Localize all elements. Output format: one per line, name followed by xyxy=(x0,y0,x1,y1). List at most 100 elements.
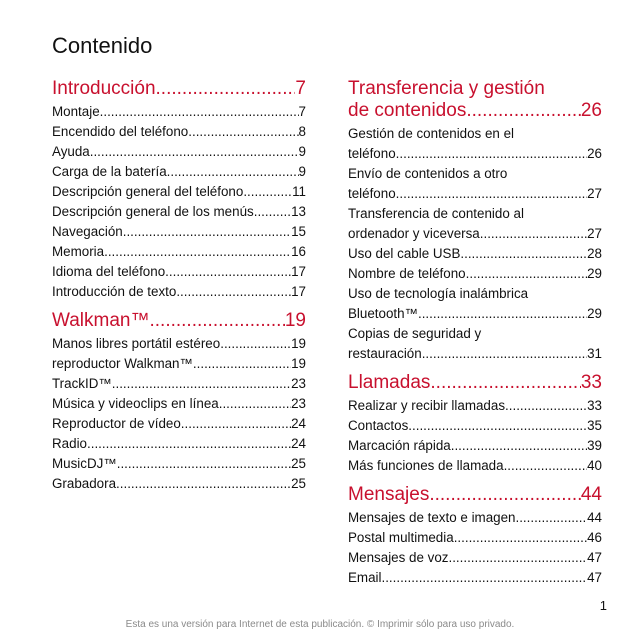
entry-label-line1: Envío de contenidos a otro xyxy=(348,166,508,181)
toc-entry[interactable]: Introducción de texto 17 xyxy=(52,282,306,302)
toc-entry[interactable]: Gestión de contenidos en el teléfono 26 xyxy=(348,124,602,164)
leader-dots xyxy=(454,528,587,548)
entry-page: 17 xyxy=(291,284,306,299)
toc-entry[interactable]: Reproductor de vídeo 24 xyxy=(52,414,306,434)
entry-label: Radio xyxy=(52,436,87,451)
entry-label: Uso del cable USB xyxy=(348,246,461,261)
toc-entry[interactable]: MusicDJ™ 25 xyxy=(52,454,306,474)
leader-dots xyxy=(117,454,291,474)
section-page: 33 xyxy=(580,372,602,393)
leader-dots xyxy=(188,122,298,142)
toc-entry[interactable]: Descripción general del teléfono 11 xyxy=(52,182,306,202)
toc-entry[interactable]: Montaje 7 xyxy=(52,102,306,122)
section-heading[interactable]: Llamadas 33 xyxy=(348,372,602,394)
toc-entry[interactable]: Más funciones de llamada 40 xyxy=(348,456,602,476)
toc-section-walkman: Walkman™ 19 Manos libres portátil estére… xyxy=(52,310,306,494)
entry-label: teléfono xyxy=(348,186,396,201)
toc-entry[interactable]: Transferencia de contenido al ordenador y… xyxy=(348,204,602,244)
entry-label: Música y videoclips en línea xyxy=(52,396,219,411)
entry-page: 27 xyxy=(587,226,602,241)
toc-entry[interactable]: Manos libres portátil estéreo 19 xyxy=(52,334,306,354)
entry-page: 47 xyxy=(587,550,602,565)
entry-label: Postal multimedia xyxy=(348,530,454,545)
toc-entry[interactable]: Descripción general de los menús 13 xyxy=(52,202,306,222)
leader-dots xyxy=(504,456,588,476)
leader-dots xyxy=(430,372,580,394)
entry-label: Contactos xyxy=(348,418,409,433)
entry-page: 25 xyxy=(291,456,306,471)
section-heading[interactable]: Mensajes 44 xyxy=(348,484,602,506)
entry-page: 15 xyxy=(291,224,306,239)
toc-entry[interactable]: Realizar y recibir llamadas 33 xyxy=(348,396,602,416)
leader-dots xyxy=(460,244,587,264)
toc-entry[interactable]: Carga de la batería 9 xyxy=(52,162,306,182)
leader-dots xyxy=(176,282,291,302)
entry-label: reproductor Walkman™ xyxy=(52,356,193,371)
leader-dots xyxy=(167,162,299,182)
entry-page: 26 xyxy=(587,146,602,161)
leader-dots xyxy=(87,434,291,454)
entry-label: Más funciones de llamada xyxy=(348,458,504,473)
toc-entry[interactable]: Mensajes de texto e imagen 44 xyxy=(348,508,602,528)
toc-entry[interactable]: Memoria 16 xyxy=(52,242,306,262)
entry-page: 8 xyxy=(298,124,306,139)
section-heading[interactable]: Walkman™ 19 xyxy=(52,310,306,332)
toc-entry[interactable]: Contactos 35 xyxy=(348,416,602,436)
entry-label: Nombre de teléfono xyxy=(348,266,466,281)
leader-dots xyxy=(123,222,291,242)
leader-dots xyxy=(396,144,587,164)
toc-entry[interactable]: Marcación rápida 39 xyxy=(348,436,602,456)
toc-entry[interactable]: Mensajes de voz 47 xyxy=(348,548,602,568)
toc-entry[interactable]: Idioma del teléfono 17 xyxy=(52,262,306,282)
leader-dots xyxy=(466,100,581,122)
entry-label: Idioma del teléfono xyxy=(52,264,166,279)
toc-section-introduccion: Introducción 7 Montaje 7 Encendido del tel… xyxy=(52,78,306,302)
toc-entry[interactable]: Ayuda 9 xyxy=(52,142,306,162)
toc-entry[interactable]: TrackID™ 23 xyxy=(52,374,306,394)
leader-dots xyxy=(149,310,284,332)
toc-entry[interactable]: Envío de contenidos a otro teléfono 27 xyxy=(348,164,602,204)
leader-dots xyxy=(90,142,299,162)
entry-label: Mensajes de texto e imagen xyxy=(348,510,516,525)
section-title-line2: de contenidos xyxy=(348,100,467,121)
entry-page: 31 xyxy=(587,346,602,361)
leader-dots xyxy=(422,344,587,364)
footer-notice: Esta es una versión para Internet de est… xyxy=(125,619,515,630)
entry-page: 33 xyxy=(587,398,602,413)
toc-entry[interactable]: Radio 24 xyxy=(52,434,306,454)
toc-entry[interactable]: Email 47 xyxy=(348,568,602,588)
toc-entry[interactable]: Copias de seguridad y restauración 31 xyxy=(348,324,602,364)
entry-label-line1: Uso de tecnología inalámbrica xyxy=(348,286,529,301)
entry-page: 27 xyxy=(587,186,602,201)
toc-entry[interactable]: Música y videoclips en línea 23 xyxy=(52,394,306,414)
entry-page: 29 xyxy=(587,306,602,321)
section-page: 26 xyxy=(580,100,602,121)
toc-entry[interactable]: reproductor Walkman™ 19 xyxy=(52,354,306,374)
entry-page: 28 xyxy=(587,246,602,261)
toc-entry[interactable]: Uso de tecnología inalámbrica Bluetooth™ 2… xyxy=(348,284,602,324)
entry-label: Manos libres portátil estéreo xyxy=(52,336,221,351)
toc-entry[interactable]: Nombre de teléfono 29 xyxy=(348,264,602,284)
section-title-line1: Transferencia y gestión xyxy=(348,78,545,99)
entry-label: Grabadora xyxy=(52,476,117,491)
section-title: Introducción xyxy=(52,78,156,99)
entry-label: Descripción general de los menús xyxy=(52,204,254,219)
toc-entry[interactable]: Grabadora 25 xyxy=(52,474,306,494)
leader-dots xyxy=(112,374,291,394)
toc-entry[interactable]: Navegación 15 xyxy=(52,222,306,242)
toc-entry[interactable]: Encendido del teléfono 8 xyxy=(52,122,306,142)
section-heading[interactable]: Transferencia y gestión de contenidos 26 xyxy=(348,78,602,122)
entry-label: Montaje xyxy=(52,104,100,119)
toc-entry[interactable]: Postal multimedia 46 xyxy=(348,528,602,548)
leader-dots xyxy=(156,78,296,100)
entry-page: 11 xyxy=(292,184,306,199)
entry-label-line1: Copias de seguridad y xyxy=(348,326,482,341)
entry-label: Email xyxy=(348,570,382,585)
entry-label: Bluetooth™ xyxy=(348,306,418,321)
entry-label: Descripción general del teléfono xyxy=(52,184,244,199)
leader-dots xyxy=(408,416,587,436)
toc-entry[interactable]: Uso del cable USB 28 xyxy=(348,244,602,264)
entry-label: Mensajes de voz xyxy=(348,550,449,565)
section-heading[interactable]: Introducción 7 xyxy=(52,78,306,100)
entry-page: 39 xyxy=(587,438,602,453)
